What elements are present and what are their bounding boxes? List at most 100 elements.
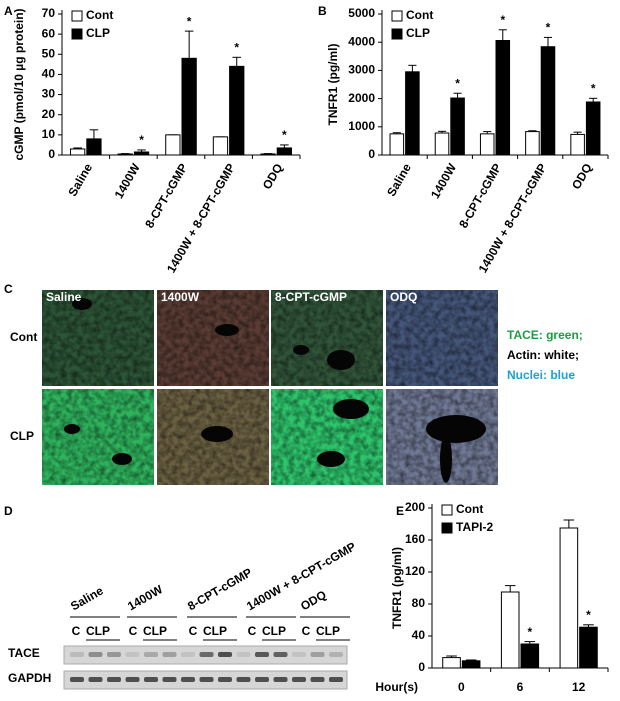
image-column-label: 8-CPT-cGMP	[275, 290, 347, 304]
significance-marker: *	[455, 76, 460, 90]
bar	[442, 657, 461, 669]
lane-label: C	[189, 624, 198, 638]
bar	[525, 131, 540, 156]
blot-band	[218, 677, 232, 682]
vessel	[333, 399, 369, 419]
blot-band	[273, 652, 288, 657]
x-tick-label: ODQ	[260, 161, 286, 192]
bar	[579, 626, 598, 669]
group-label: ODQ	[298, 588, 329, 614]
x-axis-label: Hour(s)	[375, 680, 418, 694]
y-tick-label: 10	[42, 127, 56, 141]
x-tick-label: Saline	[65, 161, 95, 199]
y-axis-label: TNFR1 (pg/ml)	[390, 547, 404, 629]
significance-marker: *	[546, 21, 551, 35]
bar	[559, 527, 579, 669]
y-tick-label: 50	[42, 46, 56, 60]
blot-band	[88, 652, 103, 657]
significance-marker: *	[282, 128, 287, 142]
micrograph-texture	[386, 290, 498, 386]
blot-band	[70, 652, 84, 657]
blot-band	[255, 677, 269, 682]
vessel	[317, 451, 345, 467]
blot-band	[255, 652, 269, 657]
vessel	[426, 415, 486, 443]
y-axis-label: TNFR1 (pg/ml)	[326, 44, 340, 126]
image-row-label: CLP	[10, 429, 34, 443]
blot-row-label: TACE	[8, 646, 40, 660]
vessel	[327, 350, 355, 370]
x-tick-label: 0	[458, 680, 465, 694]
y-tick-label: 40	[412, 628, 426, 642]
y-axis-label: cGMP (pmol/10 µg protein)	[12, 8, 26, 160]
bar	[405, 71, 420, 156]
significance-marker: *	[139, 133, 144, 147]
blot-band	[236, 677, 251, 682]
y-tick-label: 160	[405, 532, 425, 546]
vessel	[215, 324, 239, 336]
bar	[495, 40, 511, 156]
blot-band	[310, 652, 325, 657]
blot-band	[292, 677, 306, 682]
lane-label: C	[248, 624, 257, 638]
blot-band	[199, 652, 214, 657]
significance-marker: *	[234, 40, 239, 54]
vessel	[440, 435, 452, 483]
vessel	[201, 426, 233, 442]
blot-band	[144, 652, 158, 657]
x-tick-label: 6	[517, 680, 524, 694]
legend-label: Cont	[406, 8, 433, 22]
y-tick-label: 30	[42, 87, 56, 101]
lane-label: CLP	[316, 624, 340, 638]
blot-band	[199, 677, 214, 682]
y-tick-label: 5000	[348, 6, 375, 20]
blot-band	[162, 652, 177, 657]
y-tick-label: 20	[42, 107, 56, 121]
blot-band	[88, 677, 103, 682]
vessel	[112, 453, 132, 465]
y-tick-label: 70	[42, 6, 56, 20]
blot-band	[125, 677, 140, 682]
bar	[585, 101, 601, 156]
y-tick-label: 120	[405, 564, 425, 578]
blot-band	[218, 652, 232, 657]
bar	[117, 153, 133, 156]
legend-label: TAPI-2	[456, 520, 493, 534]
x-tick-label: 8-CPT-cGMP	[456, 161, 504, 230]
panel-letter: A	[4, 4, 13, 18]
bar	[212, 136, 229, 156]
image-column-label: ODQ	[390, 290, 417, 304]
y-tick-label: 4000	[348, 34, 375, 48]
bar	[133, 151, 150, 156]
bar	[500, 591, 520, 669]
micrograph-texture	[271, 290, 383, 386]
bar	[450, 97, 465, 156]
stain-legend: Actin: white;	[507, 348, 579, 362]
legend-swatch	[441, 522, 453, 534]
legend-label: Cont	[456, 502, 483, 516]
vessel	[64, 424, 80, 434]
y-tick-label: 200	[405, 500, 425, 514]
bar	[570, 133, 585, 156]
panel-letter: D	[4, 504, 13, 518]
group-label: 1400W	[125, 582, 166, 613]
x-tick-label: 12	[572, 680, 586, 694]
blot-band	[125, 652, 140, 657]
blot-band	[329, 677, 343, 682]
group-label: Saline	[68, 583, 106, 613]
x-tick-label: Saline	[384, 161, 414, 199]
y-tick-label: 60	[42, 26, 56, 40]
bar	[181, 57, 197, 156]
significance-marker: *	[187, 14, 192, 28]
legend-label: CLP	[86, 26, 110, 40]
significance-marker: *	[500, 13, 505, 27]
blot-band	[329, 652, 343, 657]
y-tick-label: 0	[418, 660, 425, 674]
panel-letter: E	[396, 504, 404, 518]
bar	[520, 643, 540, 669]
blot-band	[236, 652, 251, 657]
vessel	[72, 298, 92, 310]
x-tick-label: ODQ	[569, 161, 595, 192]
lane-label: CLP	[143, 624, 167, 638]
